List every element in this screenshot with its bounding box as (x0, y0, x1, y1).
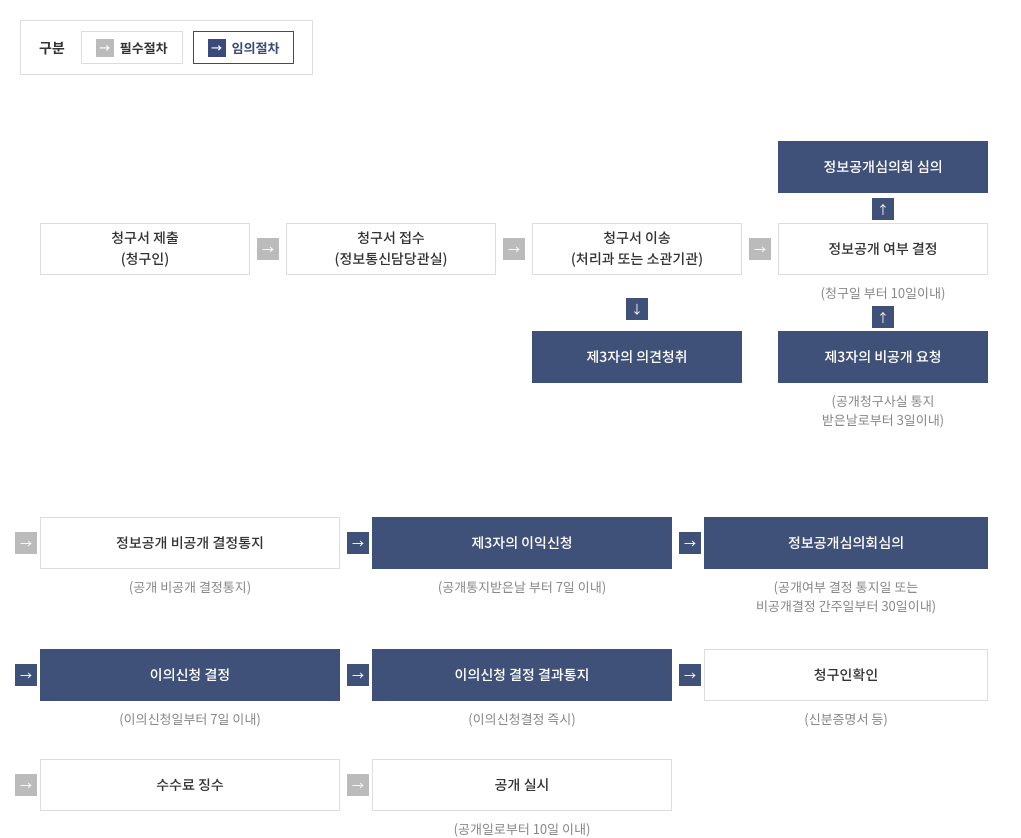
arrow-right-icon: → (15, 532, 37, 554)
arrow-right-icon: → (15, 664, 37, 686)
node-text: 이의신청 결정 결과통지 (454, 665, 589, 686)
node-text: 정보공개 여부 결정 (828, 239, 937, 260)
node-info-review-committee: 정보공개심의회 심의 (778, 141, 988, 193)
arrow-right-icon: → (347, 774, 369, 796)
node-decision-notice: 정보공개 비공개 결정통지 (40, 517, 340, 569)
node-text: 청구서 제출 (111, 228, 179, 249)
arrow-right-icon: → (347, 532, 369, 554)
node-text: 정보공개심의회 심의 (823, 157, 942, 178)
legend-label: 구분 (39, 38, 65, 58)
node-disclosure-decision: 정보공개 여부 결정 (778, 223, 988, 275)
node-appeal-decision: 이의신청 결정 (40, 649, 340, 701)
arrow-down-icon: ↓ (626, 298, 648, 320)
node-text: 이의신청 결정 (150, 665, 230, 686)
node-sub: (신분증명서 등) (741, 709, 951, 728)
arrow-right-icon: → (208, 39, 226, 57)
node-text: (정보통신담당관실) (334, 249, 447, 270)
arrow-right-icon: → (15, 774, 37, 796)
node-sub: (이의신청일부터 7일 이내) (85, 709, 295, 728)
node-text: 정보공개심의회심의 (788, 533, 904, 554)
node-sub: (공개일로부터 10일 이내) (417, 819, 627, 838)
node-text: 제3자의 비공개 요청 (824, 347, 941, 368)
legend-required: → 필수절차 (81, 31, 183, 64)
node-text: 정보공개 비공개 결정통지 (116, 533, 264, 554)
node-submit-request: 청구서 제출 (청구인) (40, 223, 250, 275)
node-text: 청구서 이송 (603, 228, 671, 249)
node-receive-request: 청구서 접수 (정보통신담당관실) (286, 223, 496, 275)
arrow-right-icon: → (96, 39, 114, 57)
arrow-up-icon: ↑ (872, 306, 894, 328)
flowchart-canvas: 정보공개심의회 심의 ↑ 청구서 제출 (청구인) → 청구서 접수 (정보통신… (20, 95, 1000, 815)
node-fee-collection: 수수료 징수 (40, 759, 340, 811)
node-text: 수수료 징수 (156, 775, 224, 796)
node-appeal-result-notice: 이의신청 결정 결과통지 (372, 649, 672, 701)
node-review-committee-2: 정보공개심의회심의 (704, 517, 988, 569)
node-sub: (공개여부 결정 통지일 또는비공개결정 간주일부터 30일이내) (741, 577, 951, 615)
arrow-right-icon: → (749, 238, 771, 260)
arrow-right-icon: → (679, 664, 701, 686)
arrow-right-icon: → (503, 238, 525, 260)
node-text: (처리과 또는 소관기관) (571, 249, 703, 270)
node-sub: (공개청구사실 통지받은날로부터 3일이내) (778, 391, 988, 429)
node-sub: (공개 비공개 결정통지) (85, 577, 295, 596)
arrow-up-icon: ↑ (872, 198, 894, 220)
legend-optional-text: 임의절차 (232, 38, 280, 57)
node-text: 청구서 접수 (357, 228, 425, 249)
node-applicant-verify: 청구인확인 (704, 649, 988, 701)
node-third-party-opinion: 제3자의 의견청취 (532, 331, 742, 383)
legend-required-text: 필수절차 (120, 38, 168, 57)
node-sub: (이의신청결정 즉시) (417, 709, 627, 728)
node-sub: (공개통지받은날 부터 7일 이내) (417, 577, 627, 596)
node-transfer-request: 청구서 이송 (처리과 또는 소관기관) (532, 223, 742, 275)
node-text: 청구인확인 (814, 665, 878, 686)
arrow-right-icon: → (679, 532, 701, 554)
node-disclosure-execute: 공개 실시 (372, 759, 672, 811)
node-sub: (청구일 부터 10일이내) (778, 283, 988, 302)
node-text: 공개 실시 (495, 775, 550, 796)
node-third-party-nondisclosure: 제3자의 비공개 요청 (778, 331, 988, 383)
legend-optional: → 임의절차 (193, 31, 295, 64)
node-text: 제3자의 이익신청 (471, 533, 572, 554)
node-third-party-appeal: 제3자의 이익신청 (372, 517, 672, 569)
legend-box: 구분 → 필수절차 → 임의절차 (20, 20, 313, 75)
arrow-right-icon: → (257, 238, 279, 260)
node-text: 제3자의 의견청취 (586, 347, 687, 368)
node-text: (청구인) (121, 249, 170, 270)
arrow-right-icon: → (347, 664, 369, 686)
